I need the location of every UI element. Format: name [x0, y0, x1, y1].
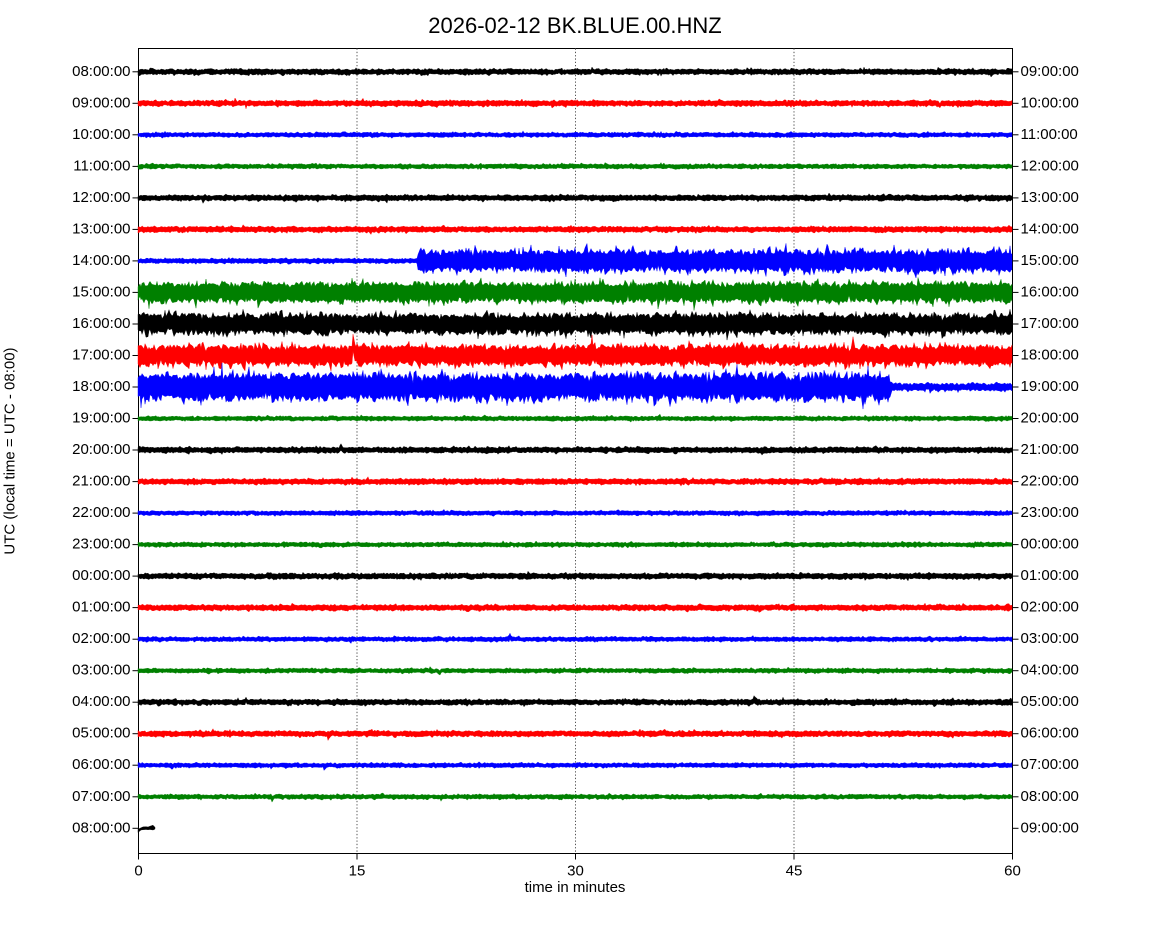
svg-text:09:00:00: 09:00:00 — [1021, 63, 1079, 80]
svg-text:17:00:00: 17:00:00 — [72, 346, 130, 363]
svg-text:22:00:00: 22:00:00 — [1021, 473, 1079, 490]
svg-text:04:00:00: 04:00:00 — [72, 693, 130, 710]
svg-text:22:00:00: 22:00:00 — [72, 504, 130, 521]
svg-text:15: 15 — [349, 863, 366, 880]
svg-text:06:00:00: 06:00:00 — [1021, 725, 1079, 742]
svg-text:10:00:00: 10:00:00 — [72, 126, 130, 143]
svg-text:60: 60 — [1004, 863, 1021, 880]
svg-text:17:00:00: 17:00:00 — [1021, 315, 1079, 332]
svg-text:21:00:00: 21:00:00 — [72, 473, 130, 490]
svg-text:11:00:00: 11:00:00 — [1021, 126, 1078, 143]
svg-text:07:00:00: 07:00:00 — [1021, 756, 1079, 773]
svg-text:45: 45 — [786, 863, 803, 880]
svg-text:23:00:00: 23:00:00 — [1021, 504, 1079, 521]
svg-text:15:00:00: 15:00:00 — [72, 283, 130, 300]
svg-text:30: 30 — [567, 863, 584, 880]
svg-text:10:00:00: 10:00:00 — [1021, 94, 1079, 111]
svg-text:07:00:00: 07:00:00 — [72, 788, 130, 805]
svg-text:08:00:00: 08:00:00 — [1021, 788, 1079, 805]
svg-text:13:00:00: 13:00:00 — [1021, 189, 1079, 206]
svg-text:13:00:00: 13:00:00 — [72, 220, 130, 237]
svg-text:19:00:00: 19:00:00 — [72, 409, 130, 426]
svg-text:14:00:00: 14:00:00 — [72, 252, 130, 269]
svg-text:0: 0 — [134, 863, 142, 880]
svg-text:03:00:00: 03:00:00 — [1021, 630, 1079, 647]
svg-text:08:00:00: 08:00:00 — [72, 819, 130, 836]
svg-text:16:00:00: 16:00:00 — [72, 315, 130, 332]
svg-text:15:00:00: 15:00:00 — [1021, 252, 1079, 269]
svg-text:20:00:00: 20:00:00 — [72, 441, 130, 458]
svg-text:04:00:00: 04:00:00 — [1021, 662, 1079, 679]
svg-text:00:00:00: 00:00:00 — [1021, 536, 1079, 553]
svg-text:16:00:00: 16:00:00 — [1021, 283, 1079, 300]
svg-text:09:00:00: 09:00:00 — [72, 94, 130, 111]
svg-text:09:00:00: 09:00:00 — [1021, 819, 1079, 836]
svg-text:11:00:00: 11:00:00 — [73, 157, 130, 174]
svg-text:05:00:00: 05:00:00 — [72, 725, 130, 742]
svg-text:18:00:00: 18:00:00 — [1021, 346, 1079, 363]
svg-text:20:00:00: 20:00:00 — [1021, 409, 1079, 426]
svg-text:18:00:00: 18:00:00 — [72, 378, 130, 395]
svg-text:02:00:00: 02:00:00 — [72, 630, 130, 647]
svg-text:08:00:00: 08:00:00 — [72, 63, 130, 80]
svg-text:05:00:00: 05:00:00 — [1021, 693, 1079, 710]
svg-text:01:00:00: 01:00:00 — [72, 599, 130, 616]
svg-text:21:00:00: 21:00:00 — [1021, 441, 1079, 458]
svg-text:23:00:00: 23:00:00 — [72, 536, 130, 553]
svg-text:12:00:00: 12:00:00 — [1021, 157, 1079, 174]
svg-text:19:00:00: 19:00:00 — [1021, 378, 1079, 395]
svg-text:14:00:00: 14:00:00 — [1021, 220, 1079, 237]
svg-text:12:00:00: 12:00:00 — [72, 189, 130, 206]
svg-text:06:00:00: 06:00:00 — [72, 756, 130, 773]
svg-text:01:00:00: 01:00:00 — [1021, 567, 1079, 584]
svg-text:03:00:00: 03:00:00 — [72, 662, 130, 679]
svg-text:00:00:00: 00:00:00 — [72, 567, 130, 584]
svg-text:02:00:00: 02:00:00 — [1021, 599, 1079, 616]
